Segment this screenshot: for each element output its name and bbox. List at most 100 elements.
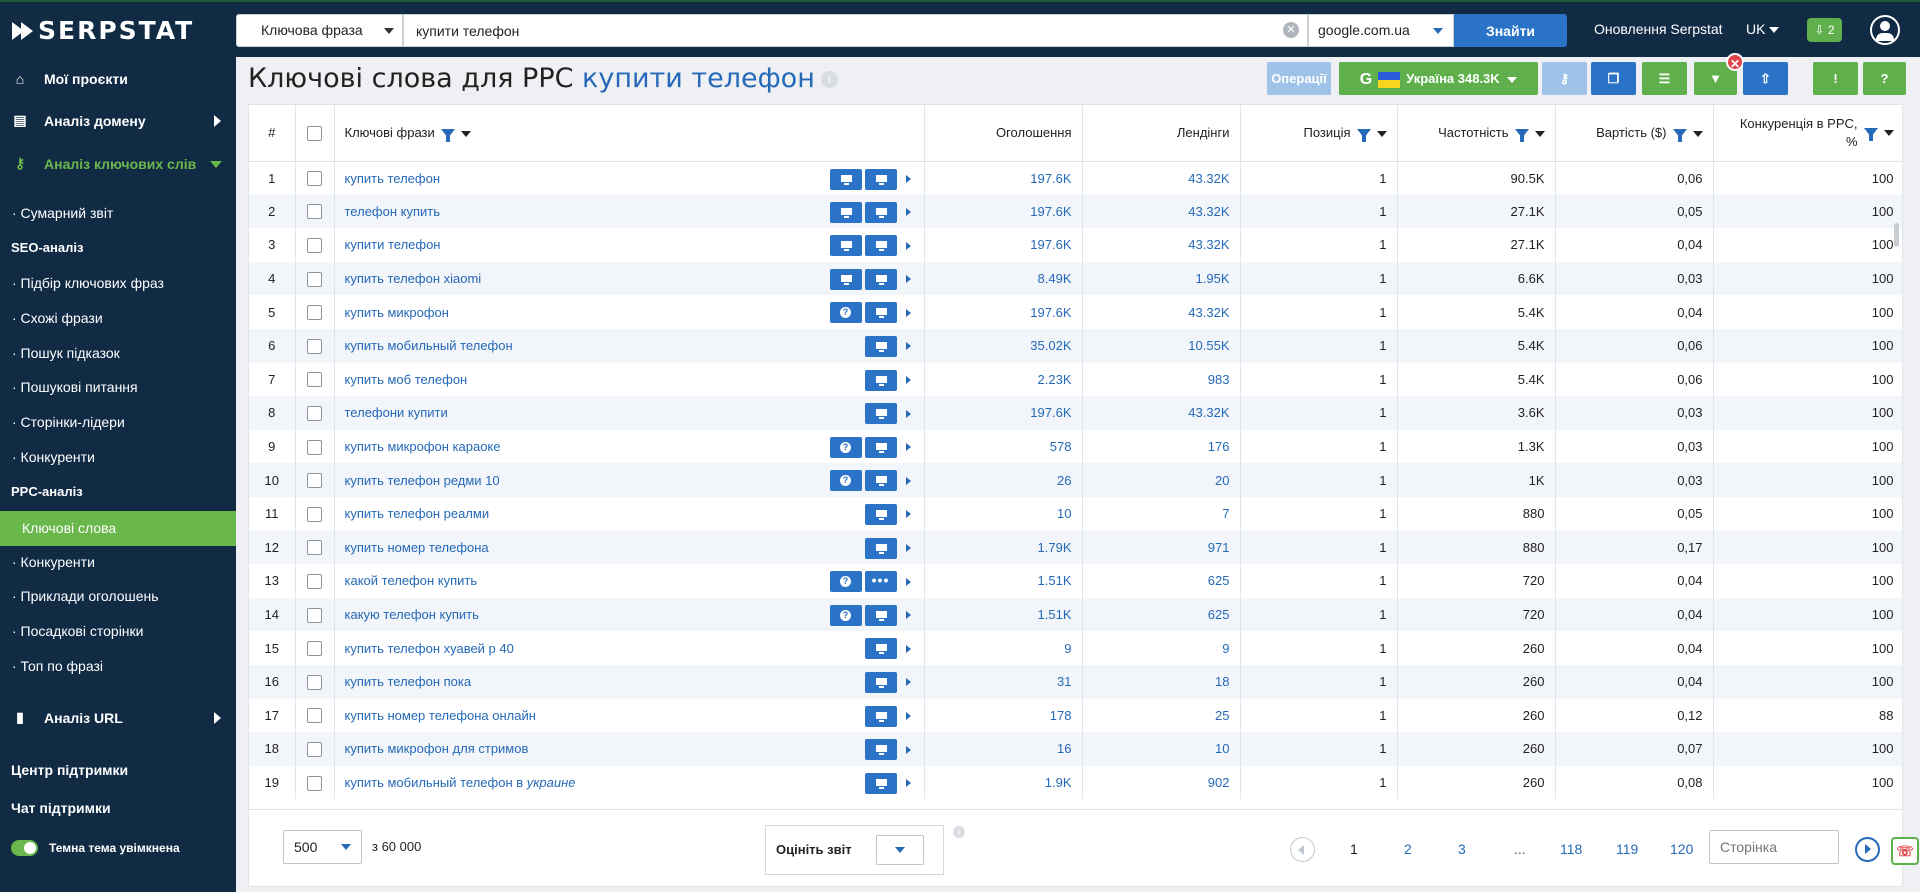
serp-preview-icon[interactable] — [864, 604, 897, 626]
keyword-link[interactable]: купить телефон реалми — [344, 506, 490, 522]
page-3[interactable]: 3 — [1458, 841, 1466, 857]
next-page-button[interactable] — [1855, 837, 1880, 862]
sort-icon[interactable] — [1376, 130, 1387, 137]
ads-count[interactable]: 197.6K — [924, 396, 1083, 430]
row-checkbox[interactable] — [307, 271, 322, 287]
sidebar-item-seo-competitors[interactable]: · Конкуренти — [12, 449, 95, 465]
question-icon[interactable]: ? — [829, 571, 862, 593]
filter-icon[interactable] — [1514, 129, 1529, 143]
expand-arrow-icon[interactable] — [905, 208, 911, 217]
serp-preview-icon[interactable] — [864, 739, 897, 761]
filter-icon[interactable] — [1863, 128, 1878, 142]
serp-preview-icon[interactable] — [864, 369, 897, 391]
sidebar-item-top-by-phrase[interactable]: · Топ по фразі — [12, 658, 103, 674]
serp-preview-icon[interactable] — [864, 335, 897, 357]
keyword-link[interactable]: купить телефон — [344, 170, 441, 186]
ads-count[interactable]: 9 — [924, 631, 1083, 665]
landings-count[interactable]: 902 — [1082, 765, 1241, 800]
user-avatar-icon[interactable] — [1870, 15, 1900, 45]
expand-arrow-icon[interactable] — [905, 409, 911, 418]
keyword-link[interactable]: телефони купити — [344, 405, 448, 421]
filter-icon[interactable] — [440, 129, 455, 143]
expand-arrow-icon[interactable] — [905, 443, 911, 452]
keyword-link[interactable]: купить микрофон для стримов — [344, 741, 529, 757]
landings-count[interactable]: 18 — [1082, 664, 1241, 699]
ads-count[interactable]: 31 — [924, 664, 1083, 699]
row-checkbox[interactable] — [307, 439, 322, 455]
landings-count[interactable]: 9 — [1082, 631, 1241, 665]
keyword-link[interactable]: купить номер телефона — [344, 539, 489, 555]
landings-count[interactable]: 625 — [1082, 597, 1241, 632]
language-select[interactable]: UK — [1746, 21, 1780, 37]
landings-count[interactable]: 43.32K — [1082, 295, 1241, 329]
serp-preview-icon[interactable] — [864, 403, 897, 425]
expand-arrow-icon[interactable] — [905, 678, 911, 687]
filter-icon[interactable] — [1356, 129, 1371, 143]
serp-preview-icon[interactable] — [864, 268, 897, 290]
search-input[interactable] — [403, 14, 1308, 47]
keyword-link[interactable]: купить микрофон караоке — [344, 439, 501, 455]
help-icon[interactable]: ? — [1863, 62, 1906, 95]
landings-count[interactable]: 1.95K — [1082, 261, 1241, 296]
ads-count[interactable]: 197.6K — [924, 295, 1083, 329]
expand-arrow-icon[interactable] — [905, 779, 911, 788]
serp-preview-icon[interactable] — [864, 772, 897, 794]
rows-per-page-select[interactable]: 500 — [283, 830, 362, 864]
keyword-link[interactable]: купить телефон хуавей р 40 — [344, 640, 514, 656]
sort-icon[interactable] — [1534, 130, 1545, 137]
landings-count[interactable]: 176 — [1082, 429, 1241, 464]
select-all-checkbox[interactable] — [307, 125, 322, 141]
landings-count[interactable]: 971 — [1082, 530, 1241, 565]
page-2[interactable]: 2 — [1404, 841, 1412, 857]
key-icon[interactable]: ⚷ — [1542, 62, 1587, 95]
chat-widget-icon[interactable]: ☏ — [1891, 837, 1919, 865]
ads-count[interactable]: 26 — [924, 463, 1083, 497]
page-1[interactable]: 1 — [1350, 841, 1358, 857]
expand-arrow-icon[interactable] — [905, 476, 911, 485]
ads-count[interactable]: 1.51K — [924, 564, 1083, 598]
sidebar-item-ad-examples[interactable]: · Приклади оголошень — [12, 588, 159, 604]
expand-arrow-icon[interactable] — [905, 712, 911, 720]
keyword-link[interactable]: купить телефон редми 10 — [344, 472, 500, 488]
row-checkbox[interactable] — [307, 238, 322, 254]
keyword-link-emphasis[interactable]: украине — [526, 774, 576, 790]
ads-count[interactable]: 8.49K — [924, 261, 1083, 296]
landings-count[interactable]: 20 — [1082, 463, 1241, 497]
sort-icon[interactable] — [1883, 129, 1894, 136]
serp-preview-icon[interactable] — [864, 503, 897, 525]
landings-count[interactable]: 10.55K — [1082, 328, 1241, 363]
landings-count[interactable]: 43.32K — [1082, 194, 1241, 229]
serp-preview-icon[interactable] — [864, 537, 897, 559]
row-checkbox[interactable] — [307, 171, 322, 187]
expand-arrow-icon[interactable] — [905, 308, 911, 317]
serp-preview-icon[interactable] — [864, 638, 897, 660]
more-icon[interactable]: ••• — [864, 571, 897, 593]
row-checkbox[interactable] — [307, 573, 322, 589]
ads-count[interactable]: 1.79K — [924, 530, 1083, 565]
sidebar-item-search-questions[interactable]: · Пошукові питання — [12, 379, 138, 395]
ads-count[interactable]: 578 — [924, 429, 1083, 464]
expand-arrow-icon[interactable] — [905, 644, 911, 653]
prev-page-button[interactable] — [1290, 837, 1315, 862]
landings-count[interactable]: 43.32K — [1082, 161, 1241, 195]
row-checkbox[interactable] — [307, 607, 322, 623]
serp-preview-icon[interactable] — [829, 235, 862, 257]
updates-link[interactable]: Оновлення Serpstat — [1594, 21, 1723, 37]
row-checkbox[interactable] — [307, 305, 322, 321]
search-button[interactable]: Знайти — [1454, 14, 1567, 47]
expand-arrow-icon[interactable] — [905, 611, 911, 620]
ads-count[interactable]: 197.6K — [924, 161, 1083, 195]
sidebar-item-ppc-competitors[interactable]: · Конкуренти — [12, 554, 95, 570]
export-icon[interactable]: ⇧ — [1743, 62, 1788, 95]
serp-preview-icon[interactable] — [864, 235, 897, 257]
ads-count[interactable]: 10 — [924, 496, 1083, 531]
keyword-link[interactable]: купить мобильный телефон в — [344, 774, 524, 790]
ads-count[interactable]: 197.6K — [924, 194, 1083, 229]
page-119[interactable]: 119 — [1616, 841, 1639, 857]
clear-filters-icon[interactable]: ✕ — [1726, 53, 1744, 71]
report-issue-icon[interactable]: ! — [1813, 62, 1858, 95]
sort-icon[interactable] — [1692, 130, 1703, 137]
landings-count[interactable]: 983 — [1082, 362, 1241, 397]
expand-arrow-icon[interactable] — [905, 275, 911, 284]
question-icon[interactable]: ? — [829, 604, 862, 626]
